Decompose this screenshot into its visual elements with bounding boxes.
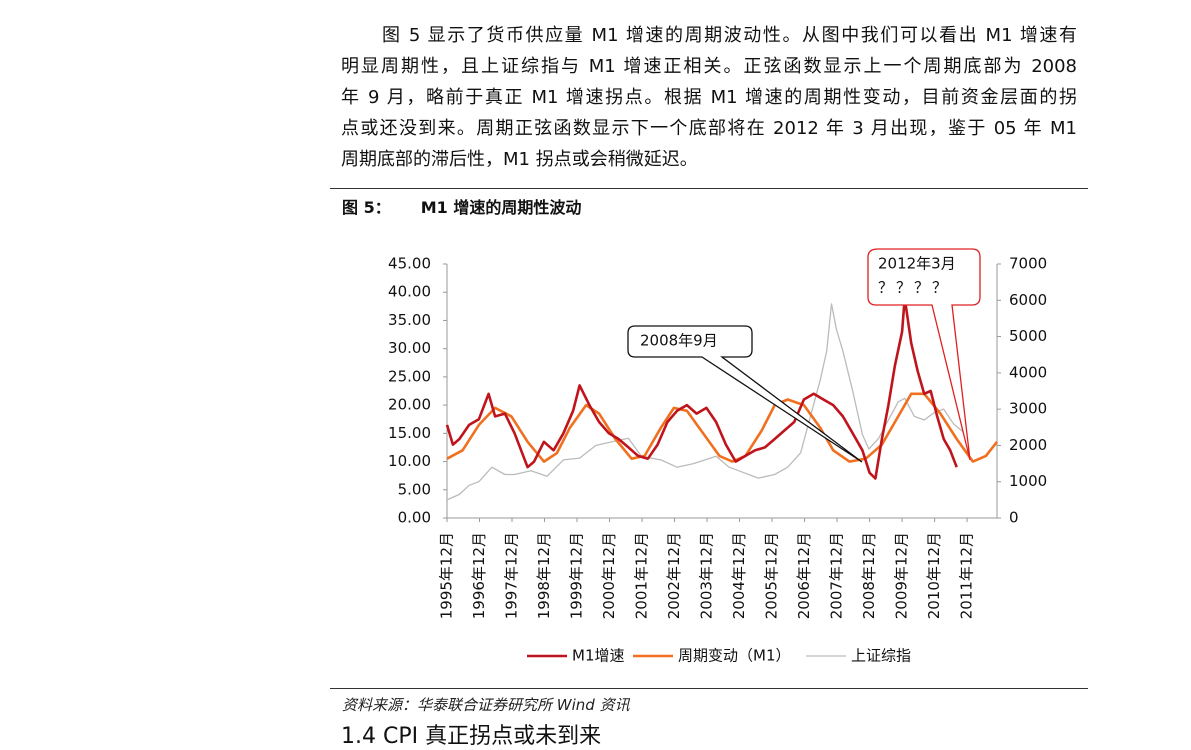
y-tick-label: 30.00 [388,339,431,357]
callout-box [867,248,981,461]
y2-tick-label: 2000 [1009,436,1047,454]
annotation: 2012年3月 [878,255,956,273]
legend-label: M1增速 [572,647,625,665]
chart: 0.00 5.00 10.00 15.00 20.00 25.00 30.00 35.00 40… [388,248,1047,665]
x-tick-label: 2006年12月 [795,532,813,619]
y-tick-label: 45.00 [388,255,431,273]
rule [330,688,1088,689]
y-tick-label: 35.00 [388,311,431,329]
y2-tick-label: 6000 [1009,291,1047,309]
y-tick-label: 0.00 [398,509,431,527]
paragraph-line: 图 5 显示了货币供应量 M1 增速的周期波动性。从图中我们可以看出 M1 增速… [382,25,1077,46]
paragraph: 图 5 显示了货币供应量 M1 增速的周期波动性。从图中我们可以看出 M1 增速… [341,20,1077,175]
rule [330,188,1088,189]
x-tick-label: 2003年12月 [698,532,716,619]
x-tick-label: 1997年12月 [503,532,521,619]
series-line [446,303,967,501]
x-tick-label: 1995年12月 [438,532,456,619]
x-tick-label: 2000年12月 [600,532,618,619]
caption-number: 图 5： [342,198,391,217]
x-tick-label: 2002年12月 [665,532,683,619]
figure-caption: 图 5： M1 增速的周期性波动 [342,194,611,218]
x-tick-label: 2007年12月 [828,532,846,619]
y2-tick-label: 1000 [1009,472,1047,490]
y-tick-label: 40.00 [388,283,431,301]
annotation: 2008年9月 [640,332,718,350]
paragraph-line: 明显周期性，且上证综指与 M1 增速正相关。正弦函数显示上一个周期底部为 200… [341,56,1077,77]
y-tick-label: 10.00 [388,452,431,470]
paragraph-line: 周期底部的滞后性，M1 拐点或会稍微延迟。 [341,149,698,170]
callout-box [627,325,863,463]
x-tick-label: 1998年12月 [535,532,553,619]
y2-tick-label: 7000 [1009,255,1047,273]
annotation: ？？？？ [878,279,950,297]
series-line [445,296,958,480]
caption-title: M1 增速的周期性波动 [420,198,582,217]
x-tick-label: 2011年12月 [958,532,976,619]
x-tick-label: 2005年12月 [763,532,781,619]
x-tick-label: 2004年12月 [730,532,748,619]
x-tick-label: 1999年12月 [568,532,586,619]
legend-label: 上证综指 [851,647,911,665]
series-line [446,392,999,463]
y2-tick-label: 5000 [1009,327,1047,345]
y-tick-label: 25.00 [388,367,431,385]
source: 资料来源：华泰联合证券研究所 Wind 资讯 [342,696,630,714]
page: {"paragraph":["图 5 显示了货币供应量 M1 增速的周期波动性。… [330,20,1088,749]
x-tick-label: 2010年12月 [925,532,943,619]
x-tick-label: 1996年12月 [470,532,488,619]
y-tick-label: 15.00 [388,424,431,442]
x-tick-label: 2001年12月 [633,532,651,619]
x-tick-label: 2009年12月 [893,532,911,619]
y-tick-label: 20.00 [388,396,431,414]
y2-tick-label: 4000 [1009,363,1047,381]
y2-tick-label: 0 [1009,509,1019,527]
paragraph-line: 年 9 月，略前于真正 M1 增速拐点。根据 M1 增速的周期性变动，目前资金层… [341,87,1077,108]
y-tick-label: 5.00 [398,480,431,498]
legend-label: 周期变动（M1） [678,647,791,665]
y2-tick-label: 3000 [1009,400,1047,418]
paragraph-line: 点或还没到来。周期正弦函数显示下一个底部将在 2012 年 3 月出现，鉴于 0… [341,118,1077,139]
section-heading: 1.4 CPI 真正拐点或未到来 [341,724,602,749]
x-tick-label: 2008年12月 [860,532,878,619]
